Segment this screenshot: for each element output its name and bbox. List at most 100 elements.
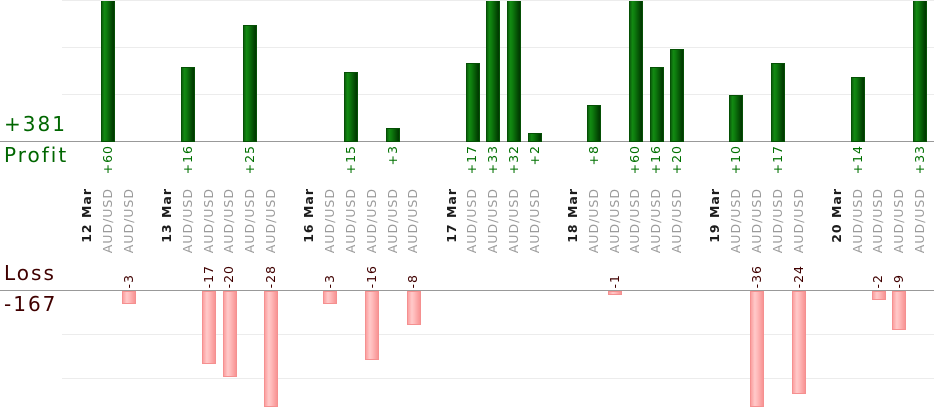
profit-bar — [771, 62, 785, 142]
symbol-label: AUD/USD — [221, 188, 237, 254]
profit-bar — [507, 1, 522, 142]
loss-value-label: -28 — [263, 264, 279, 288]
loss-value-label: -1 — [606, 273, 622, 288]
trade-column: AUD/USD -3 — [320, 0, 341, 420]
loss-bar — [201, 291, 216, 365]
trade-column: +33 AUD/USD — [483, 0, 504, 420]
date-label: 12 Mar — [79, 188, 95, 243]
symbol-label: AUD/USD — [870, 188, 886, 254]
trade-column: AUD/USD -8 — [403, 0, 424, 420]
loss-bar — [121, 291, 136, 304]
loss-value-label: -3 — [322, 273, 338, 288]
symbol-label: AUD/USD — [585, 188, 601, 254]
profit-value-label: +60 — [99, 145, 115, 175]
symbol-label: AUD/USD — [263, 188, 279, 254]
chart-columns: 12 Mar +60 AUD/USD AUD/USD -3 13 Mar +16 AUD/US… — [77, 0, 931, 420]
trade-column: +10 AUD/USD — [726, 0, 747, 420]
trade-column: +32 AUD/USD — [504, 0, 525, 420]
profit-bar — [628, 1, 643, 142]
loss-bar — [264, 291, 279, 407]
profit-axis-label: Profit — [4, 143, 69, 167]
profit-value-label: +16 — [648, 145, 664, 175]
date-label: 20 Mar — [828, 188, 844, 243]
date-label: 18 Mar — [565, 188, 581, 243]
loss-bar — [222, 291, 237, 377]
symbol-label: AUD/USD — [99, 188, 115, 254]
profit-bar — [587, 104, 602, 142]
loss-bar — [791, 291, 806, 395]
gridline — [62, 334, 934, 335]
symbol-label: AUD/USD — [728, 188, 744, 254]
symbol-label: AUD/USD — [179, 188, 195, 254]
profit-value-label: +60 — [627, 145, 643, 175]
loss-bar — [607, 291, 622, 296]
profit-value-label: +15 — [342, 145, 358, 175]
profit-bar — [101, 1, 116, 142]
day-group: 18 Mar +8 AUD/USD AUD/USD -1 +60 AUD/USD +16 AUD… — [563, 0, 688, 420]
profit-bar — [649, 67, 664, 142]
profit-total: +381 — [4, 112, 67, 136]
profit-bar — [528, 132, 543, 142]
date-label: 16 Mar — [301, 188, 317, 243]
date-label: 13 Mar — [159, 188, 175, 243]
loss-bar — [750, 291, 765, 407]
profit-bar — [181, 67, 196, 142]
loss-bar — [323, 291, 338, 304]
date-column: 16 Mar — [299, 0, 320, 420]
symbol-label: AUD/USD — [242, 188, 258, 254]
profit-bar — [465, 62, 480, 142]
profit-value-label: +32 — [505, 145, 521, 175]
symbol-label: AUD/USD — [342, 188, 358, 254]
date-column: 12 Mar — [77, 0, 98, 420]
trade-column: AUD/USD -20 — [219, 0, 240, 420]
loss-bar — [871, 291, 886, 300]
symbol-label: AUD/USD — [769, 188, 785, 254]
trade-column: +8 AUD/USD — [584, 0, 605, 420]
trade-column: +20 AUD/USD — [667, 0, 688, 420]
profit-bar — [344, 71, 359, 142]
day-group: 17 Mar +17 AUD/USD +33 AUD/USD +32 AUD/USD +2 AU… — [441, 0, 545, 420]
gridline — [62, 0, 934, 1]
trade-column: AUD/USD -17 — [198, 0, 219, 420]
trade-column: +33 AUD/USD — [910, 0, 931, 420]
date-label: 19 Mar — [707, 188, 723, 243]
date-label: 17 Mar — [443, 188, 459, 243]
profit-bar — [670, 48, 685, 142]
trade-column: AUD/USD -36 — [747, 0, 768, 420]
symbol-label: AUD/USD — [485, 188, 501, 254]
profit-bar — [486, 1, 501, 142]
profit-bar — [850, 76, 865, 142]
profit-bar — [385, 127, 400, 142]
gridline — [62, 378, 934, 379]
symbol-label: AUD/USD — [606, 188, 622, 254]
symbol-label: AUD/USD — [200, 188, 216, 254]
symbol-label: AUD/USD — [363, 188, 379, 254]
symbol-label: AUD/USD — [627, 188, 643, 254]
day-group: 16 Mar AUD/USD -3 +15 AUD/USD AUD/USD -16 +3 AUD… — [299, 0, 424, 420]
day-group: 12 Mar +60 AUD/USD AUD/USD -3 — [77, 0, 139, 420]
trade-column: +3 AUD/USD — [382, 0, 403, 420]
day-group: 20 Mar +14 AUD/USD AUD/USD -2 AUD/USD -9 +33 AUD… — [827, 0, 931, 420]
trade-column: AUD/USD -2 — [868, 0, 889, 420]
loss-axis-label: Loss — [4, 261, 56, 285]
symbol-label: AUD/USD — [790, 188, 806, 254]
trade-column: +17 AUD/USD — [462, 0, 483, 420]
symbol-label: AUD/USD — [648, 188, 664, 254]
loss-bar — [892, 291, 907, 330]
loss-bar — [406, 291, 421, 326]
profit-value-label: +33 — [485, 145, 501, 175]
loss-value-label: -3 — [120, 273, 136, 288]
trade-column: +2 AUD/USD — [525, 0, 546, 420]
loss-value-label: -17 — [200, 264, 216, 288]
symbol-label: AUD/USD — [849, 188, 865, 254]
loss-total: -167 — [4, 292, 58, 316]
symbol-label: AUD/USD — [405, 188, 421, 254]
trade-column: +60 AUD/USD — [625, 0, 646, 420]
profit-value-label: +8 — [585, 145, 601, 166]
symbol-label: AUD/USD — [120, 188, 136, 254]
trade-column: +25 AUD/USD — [240, 0, 261, 420]
profit-value-label: +2 — [526, 145, 542, 166]
loss-value-label: -24 — [790, 264, 806, 288]
trade-column: AUD/USD -3 — [119, 0, 140, 420]
